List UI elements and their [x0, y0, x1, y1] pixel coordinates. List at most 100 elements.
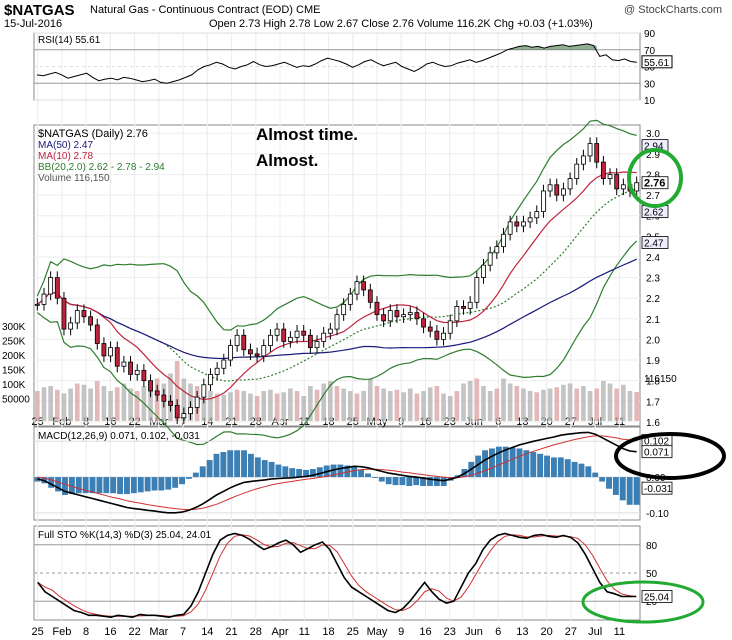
candle-body	[261, 345, 267, 357]
volume-bar	[587, 391, 593, 421]
candle-body	[41, 293, 47, 305]
volume-bar	[54, 389, 60, 421]
macd-histogram-bar	[509, 447, 516, 478]
candle-body	[314, 341, 320, 349]
volume-bar	[367, 378, 373, 421]
candle-body	[401, 314, 406, 318]
rsi-legend: RSI(14) 55.61	[38, 35, 101, 46]
candle-body	[494, 246, 500, 254]
candle-body	[580, 155, 586, 165]
candle-body	[101, 343, 107, 357]
rsi-tick-label: 10	[644, 96, 656, 107]
macd-right-box	[641, 481, 673, 495]
volume-bar	[554, 387, 560, 421]
price-right-box	[641, 176, 669, 190]
volume-bar	[148, 381, 153, 421]
candle-body	[88, 316, 94, 326]
candle-body	[181, 413, 187, 419]
price-tick-label: 3.0	[646, 129, 660, 140]
candle-body	[228, 345, 233, 361]
sto-tick-label: 80	[646, 541, 658, 552]
x-tick-label-sto: 18	[322, 626, 334, 638]
macd-histogram-bar	[186, 477, 192, 479]
candle-body	[208, 374, 213, 386]
candle-body	[354, 281, 360, 295]
candle-body	[341, 303, 347, 316]
sto-k-line	[37, 532, 637, 619]
price-tick-label: 1.7	[646, 397, 660, 408]
macd-histogram-bar	[365, 473, 371, 478]
macd-histogram-bar	[399, 477, 406, 486]
price-tick-label: 2.4	[646, 253, 660, 264]
candle-body	[201, 384, 207, 398]
macd-histogram-bar	[89, 477, 96, 494]
volume-bar	[407, 388, 413, 421]
macd-histogram-bar	[530, 452, 537, 478]
volume-bar	[381, 388, 386, 421]
macd-histogram-bar	[482, 450, 488, 478]
macd-histogram-bar	[578, 463, 585, 478]
macd-histogram-bar	[337, 464, 344, 478]
x-tick-label-sto: Jul	[588, 626, 602, 638]
macd-histogram-bar	[564, 459, 571, 478]
macd-histogram-bar	[199, 466, 206, 478]
volume-bar	[601, 381, 606, 421]
x-tick-label-sto: 20	[541, 626, 553, 638]
macd-histogram-bar	[316, 467, 323, 478]
volume-bar	[414, 393, 420, 421]
candle-body	[307, 334, 313, 349]
volume-bar	[41, 387, 47, 421]
macd-histogram-bar	[247, 453, 254, 478]
x-tick-label-sto: 23	[444, 626, 456, 638]
volume-bar	[361, 391, 366, 421]
sto-legend: Full STO %K(14,3) %D(3) 25.04, 24.01	[38, 530, 212, 541]
volume-bar	[507, 383, 513, 421]
x-tick-label-sto: 9	[398, 626, 404, 638]
rsi-tick-label: 30	[644, 79, 656, 90]
volume-bar	[294, 391, 300, 421]
volume-tick-label: 50000	[2, 395, 30, 406]
volume-bar	[301, 396, 307, 421]
candle-body	[321, 332, 327, 342]
candle-body	[174, 404, 180, 419]
volume-bar	[627, 391, 633, 421]
price-tick-label: 2.1	[646, 315, 660, 326]
volume-bar	[374, 386, 380, 421]
candle-body	[434, 330, 440, 340]
volume-bar	[308, 386, 313, 421]
macd-histogram-bar	[433, 477, 440, 487]
candle-body	[301, 330, 307, 336]
x-tick-label-sto: Jun	[465, 626, 483, 638]
volume-bar	[521, 388, 526, 421]
macd-histogram-bar	[192, 472, 199, 478]
macd-histogram-bar	[344, 465, 351, 478]
macd-histogram-bar	[227, 450, 234, 478]
macd-histogram-bar	[592, 472, 599, 478]
macd-histogram-bar	[275, 464, 282, 478]
macd-right-label: 0.102	[644, 437, 669, 448]
bollinger-upper-line	[36, 119, 637, 331]
volume-bar	[427, 387, 433, 421]
x-tick-label-sto: 11	[614, 626, 625, 638]
macd-histogram-bar	[144, 477, 151, 492]
candle-body	[507, 221, 513, 235]
highlight-circle-macd	[614, 432, 726, 480]
volume-bar	[134, 391, 140, 421]
macd-histogram-bar	[268, 461, 275, 478]
volume-bar	[288, 388, 293, 421]
price-tick-label: 2.7	[646, 191, 660, 202]
macd-legend: MACD(12,26,9) 0.071, 0.102, -0.031	[38, 431, 200, 442]
volume-bar	[561, 384, 566, 421]
highlight-circle-sto	[581, 580, 705, 624]
macd-histogram-bar	[55, 477, 62, 492]
price-legend-3: BB(20,2.0) 2.62 - 2.78 - 2.94	[38, 162, 165, 173]
price-tick-label: 1.9	[646, 356, 660, 367]
volume-bar	[74, 383, 80, 421]
volume-bar	[474, 378, 480, 421]
price-tick-label: 2.3	[646, 274, 660, 285]
macd-histogram-bar	[516, 448, 523, 478]
volume-bar	[534, 392, 540, 421]
candle-body	[561, 188, 566, 196]
chart-date: 15-Jul-2016	[4, 18, 63, 30]
